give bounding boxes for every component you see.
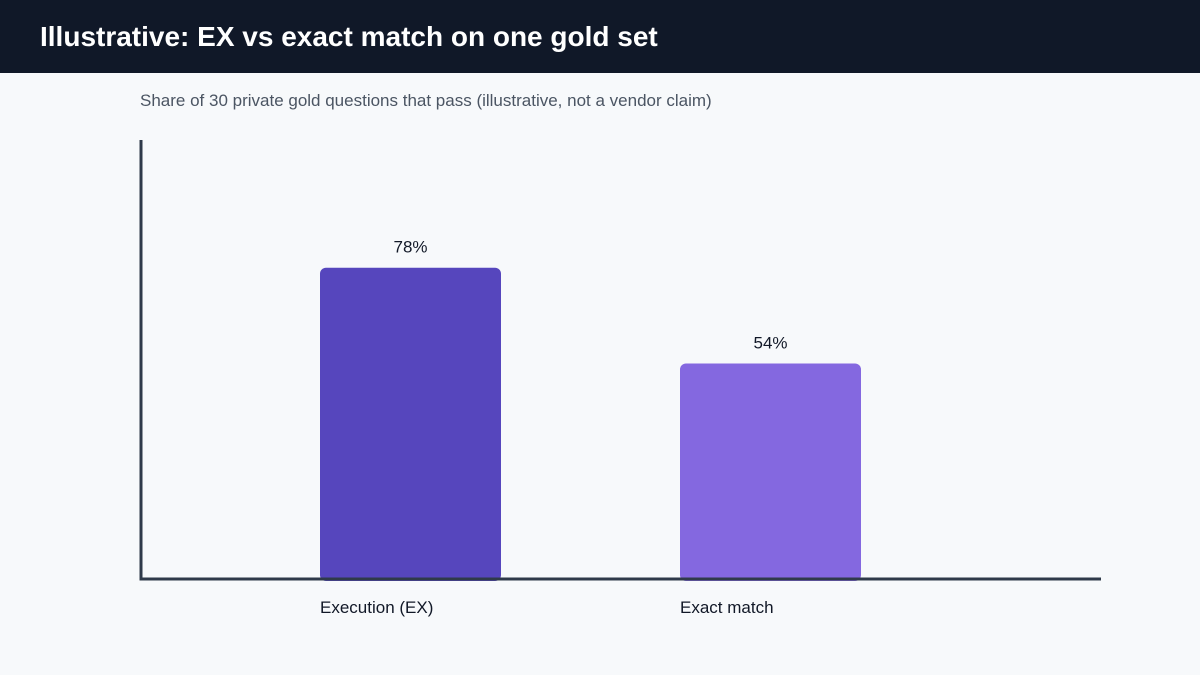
category-label: Execution (EX): [320, 598, 433, 617]
chart-subtitle: Share of 30 private gold questions that …: [140, 91, 712, 110]
category-label: Exact match: [680, 598, 774, 617]
bars-layer: 78% Execution (EX) 54% Exact match: [320, 238, 861, 617]
bar-execution-ex: [320, 267, 501, 581]
bar-value-label: 54%: [753, 333, 787, 352]
bar-exact-match: [680, 363, 861, 581]
page-title: Illustrative: EX vs exact match on one g…: [40, 21, 658, 52]
bar-value-label: 78%: [393, 238, 427, 257]
header-bar: Illustrative: EX vs exact match on one g…: [0, 0, 1200, 73]
